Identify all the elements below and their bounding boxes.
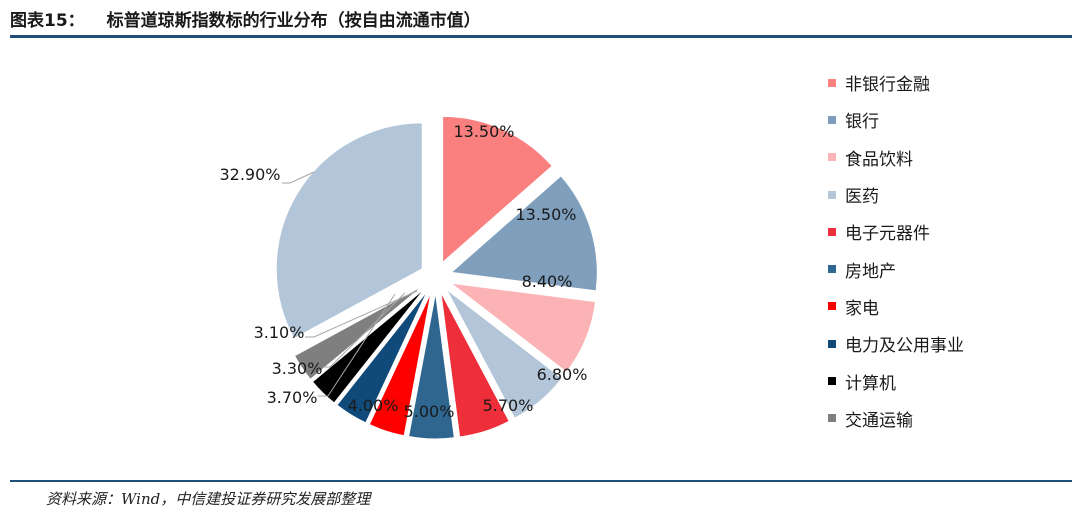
- legend-item-9: 交通运输: [828, 400, 964, 437]
- pie-slice-5: [408, 292, 455, 440]
- legend-swatch: [828, 414, 836, 423]
- figure-title: 标普道琼斯指数标的行业分布（按自由流通市值）: [106, 11, 481, 31]
- legend-label: 交通运输: [845, 410, 913, 431]
- pie-slice-7: [336, 290, 429, 424]
- legend-swatch: [828, 153, 836, 162]
- data-label-7: 3.70%: [267, 388, 318, 407]
- chart-legend: 非银行金融银行食品饮料医药电子元器件房地产家电电力及公用事业 计算机交通运输: [828, 64, 964, 437]
- pie-slice-0: [442, 115, 553, 264]
- data-label-8: 3.30%: [272, 359, 323, 378]
- chart-title: 图表15： 标普道琼斯指数标的行业分布（按自由流通市值）: [10, 6, 481, 31]
- data-label-5: 5.00%: [404, 402, 455, 421]
- legend-label: 食品饮料: [845, 149, 913, 170]
- top-rule: [10, 35, 1072, 38]
- pie-slice-4: [440, 292, 510, 438]
- pie-slice-10: [275, 122, 423, 340]
- pie-slice-1: [450, 175, 598, 292]
- pie-chart: 13.50% 13.50% 8.40% 6.80%5.70% 5.00% 4.00% 3.7…: [219, 115, 598, 440]
- legend-label: 电力及公用事业: [845, 336, 964, 357]
- figure-number: 图表15：: [10, 11, 85, 31]
- leader-line-9: [305, 290, 418, 338]
- legend-label: 医药: [845, 187, 879, 208]
- legend-swatch: [828, 190, 836, 199]
- legend-swatch: [828, 339, 836, 348]
- data-label-6: 4.00%: [348, 396, 399, 415]
- leader-line-7: [318, 293, 396, 397]
- data-label-2: 8.40%: [522, 272, 573, 291]
- legend-label: 非银行金融: [845, 75, 930, 96]
- legend-item-5: 房地产: [828, 250, 964, 287]
- legend-label: 房地产: [845, 261, 896, 282]
- legend-item-0: 非银行金融: [828, 64, 964, 101]
- data-label-1: 13.50%: [515, 205, 576, 224]
- legend-swatch: [828, 265, 836, 274]
- legend-swatch: [828, 377, 836, 386]
- leader-line-10: [282, 171, 315, 184]
- legend-item-8: 计算机: [828, 362, 964, 399]
- data-label-3: 6.80%: [537, 365, 588, 384]
- legend-item-6: 家电: [828, 288, 964, 325]
- data-label-0: 13.50%: [453, 122, 514, 141]
- legend-item-3: 医药: [828, 176, 964, 213]
- legend-item-4: 电子元器件: [828, 213, 964, 250]
- legend-swatch: [828, 115, 836, 124]
- legend-label: 电子元器件: [845, 224, 930, 245]
- legend-item-2: 食品饮料: [828, 139, 964, 176]
- legend-label: 银行: [845, 112, 879, 133]
- legend-swatch: [828, 302, 836, 311]
- legend-item-1: 银行: [828, 101, 964, 138]
- pie-slice-9: [293, 285, 424, 381]
- pie-slice-6: [368, 292, 432, 437]
- source-note: 资料来源：Wind，中信建投证券研究发展部整理: [46, 490, 371, 508]
- bottom-rule: [10, 480, 1072, 482]
- data-label-10: 32.90%: [219, 165, 280, 184]
- data-label-4: 5.70%: [483, 396, 534, 415]
- data-label-9: 3.10%: [254, 323, 305, 342]
- pie-slice-8: [311, 288, 426, 404]
- legend-swatch: [828, 227, 836, 236]
- leader-line-8: [323, 292, 406, 368]
- legend-item-7: 电力及公用事业: [828, 325, 964, 362]
- pie-slice-2: [449, 282, 597, 373]
- legend-label: 计算机: [845, 373, 896, 394]
- legend-label: 家电: [845, 298, 879, 319]
- legend-swatch: [828, 78, 836, 87]
- pie-slice-3: [445, 288, 563, 419]
